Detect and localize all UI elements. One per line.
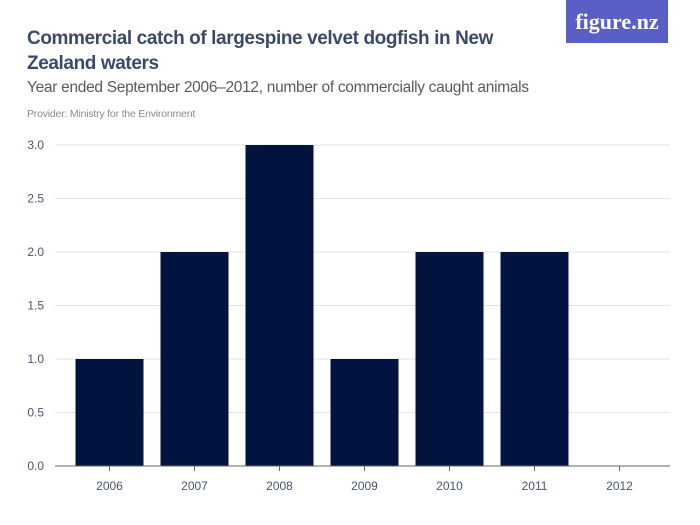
x-tick-label: 2010	[436, 479, 463, 493]
x-tick-label: 2012	[606, 479, 633, 493]
y-tick-label: 2.0	[27, 245, 44, 259]
y-tick-label: 2.5	[27, 192, 44, 206]
bar-2011	[500, 252, 569, 466]
chart-subtitle: Year ended September 2006–2012, number o…	[27, 79, 529, 96]
x-tick-label: 2009	[351, 479, 378, 493]
bar-2010	[415, 252, 484, 466]
x-tick-label: 2008	[266, 479, 293, 493]
provider-label: Provider: Ministry for the Environment	[27, 108, 196, 120]
x-tick-label: 2007	[181, 479, 208, 493]
y-tick-label: 0.0	[27, 459, 44, 473]
figure-nz-logo[interactable]: figure.nz	[566, 0, 668, 43]
bar-2008	[245, 145, 314, 466]
bar-2006	[75, 359, 144, 466]
y-tick-label: 1.5	[27, 299, 44, 313]
y-tick-label: 1.0	[27, 352, 44, 366]
bar-2009	[330, 359, 399, 466]
bar-2007	[160, 252, 229, 466]
y-tick-label: 3.0	[27, 138, 44, 152]
chart-title: Commercial catch of largespine velvet do…	[27, 28, 493, 74]
x-tick-label: 2006	[96, 479, 123, 493]
x-tick-label: 2011	[522, 479, 548, 493]
y-tick-label: 0.5	[27, 406, 44, 420]
